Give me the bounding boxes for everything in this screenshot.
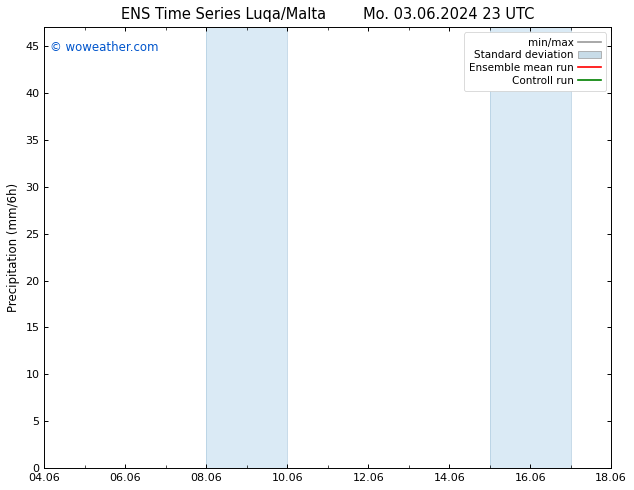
Bar (489, 27, 571, 468)
Bar (207, 27, 287, 468)
Text: © woweather.com: © woweather.com (50, 41, 158, 53)
Title: ENS Time Series Luqa/Malta        Mo. 03.06.2024 23 UTC: ENS Time Series Luqa/Malta Mo. 03.06.202… (121, 7, 534, 22)
Y-axis label: Precipitation (mm/6h): Precipitation (mm/6h) (7, 183, 20, 312)
Legend: min/max, Standard deviation, Ensemble mean run, Controll run: min/max, Standard deviation, Ensemble me… (463, 32, 606, 91)
